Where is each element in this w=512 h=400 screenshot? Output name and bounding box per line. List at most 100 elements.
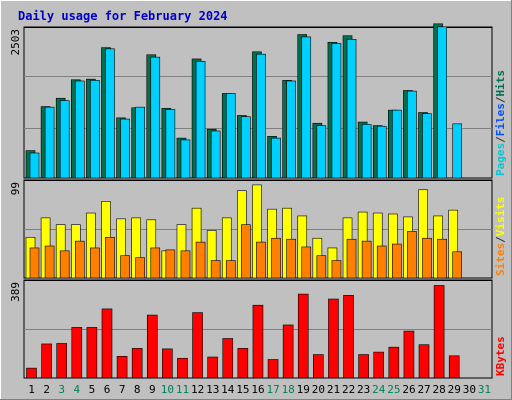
bar-kbytes-day-28 bbox=[433, 285, 445, 379]
bar-kbytes-day-29 bbox=[448, 355, 460, 379]
legend-entry: / bbox=[494, 236, 507, 243]
y-max-label: 99 bbox=[9, 182, 22, 195]
bar-files-day-9 bbox=[150, 56, 161, 179]
x-tick-label: 16 bbox=[251, 383, 264, 396]
bar-files-day-12 bbox=[195, 61, 206, 179]
x-tick-label: 27 bbox=[417, 383, 430, 396]
bar-files-day-20 bbox=[316, 125, 327, 179]
x-tick-label: 24 bbox=[372, 383, 386, 396]
x-tick-label: 7 bbox=[119, 383, 126, 396]
bar-files-day-8 bbox=[135, 106, 145, 179]
bar-kbytes-day-13 bbox=[207, 356, 218, 379]
bar-sites-day-9 bbox=[150, 247, 161, 279]
bar-files-day-3 bbox=[59, 100, 70, 179]
legend-entry: Visits bbox=[494, 197, 507, 237]
x-tick-label: 30 bbox=[463, 383, 476, 396]
x-axis-labels: 1 2 3 4 5 6 7 8 9 10 11 12 13 14 15 16 17 18 19 20 21 22 23 24 2… bbox=[28, 383, 491, 396]
bar-kbytes-day-1 bbox=[26, 367, 37, 379]
x-tick-label: 10 bbox=[161, 383, 174, 396]
bar-sites-day-29 bbox=[452, 251, 463, 279]
x-tick-label: 9 bbox=[149, 383, 156, 396]
bar-files-day-29 bbox=[452, 123, 463, 179]
x-tick-label: 18 bbox=[282, 383, 295, 396]
bar-kbytes-day-25 bbox=[388, 346, 400, 379]
bar-files-day-6 bbox=[105, 48, 115, 179]
x-tick-label: 23 bbox=[357, 383, 370, 396]
x-tick-label: 13 bbox=[206, 383, 219, 396]
x-tick-label: 20 bbox=[312, 383, 325, 396]
bar-files-day-18 bbox=[286, 80, 296, 179]
bar-files-day-26 bbox=[407, 90, 417, 179]
legend-entry: Pages bbox=[494, 143, 507, 176]
bar-sites-day-12 bbox=[195, 241, 206, 279]
chart-title: Daily usage for February 2024 bbox=[18, 9, 228, 23]
bar-kbytes-day-26 bbox=[403, 330, 415, 379]
bar-sites-day-11 bbox=[180, 250, 191, 279]
x-tick-label: 31 bbox=[478, 383, 491, 396]
x-tick-label: 4 bbox=[74, 383, 81, 396]
panel-kbytes: 389 KBytes bbox=[9, 279, 507, 379]
chart-panels: 2503Pages/Files/Hits99Sites/Visits389KBy… bbox=[9, 23, 507, 379]
bar-sites-day-21 bbox=[331, 260, 342, 279]
bar-kbytes-day-16 bbox=[252, 304, 264, 379]
legend: Pages/Files/Hits bbox=[494, 70, 507, 176]
bar-sites-day-7 bbox=[120, 255, 130, 279]
bar-sites-day-24 bbox=[376, 245, 387, 279]
x-tick-label: 6 bbox=[104, 383, 111, 396]
bar-kbytes-day-27 bbox=[418, 344, 430, 379]
bar-sites-day-23 bbox=[361, 240, 372, 279]
x-tick-label: 3 bbox=[58, 383, 65, 396]
bar-sites-day-22 bbox=[346, 238, 357, 279]
bar-kbytes-day-15 bbox=[237, 348, 249, 379]
bar-sites-day-5 bbox=[90, 247, 100, 279]
bar-sites-day-15 bbox=[241, 224, 251, 279]
bar-sites-day-19 bbox=[301, 246, 312, 279]
bar-files-day-7 bbox=[120, 118, 130, 179]
bar-sites-day-27 bbox=[422, 237, 432, 279]
bar-files-day-2 bbox=[44, 106, 55, 179]
legend: Sites/Visits bbox=[494, 197, 507, 277]
x-tick-label: 2 bbox=[43, 383, 50, 396]
x-tick-label: 14 bbox=[221, 383, 235, 396]
y-max-label: 389 bbox=[9, 282, 22, 302]
bar-sites-day-1 bbox=[29, 247, 40, 279]
bar-sites-day-4 bbox=[74, 240, 85, 279]
bar-sites-day-17 bbox=[271, 237, 281, 279]
bar-files-day-17 bbox=[271, 137, 281, 179]
bar-kbytes-day-6 bbox=[101, 308, 113, 379]
legend-entry: KBytes bbox=[494, 336, 507, 376]
x-tick-label: 1 bbox=[28, 383, 35, 396]
bar-kbytes-day-19 bbox=[297, 293, 309, 379]
bar-kbytes-day-10 bbox=[162, 348, 173, 379]
bar-sites-day-26 bbox=[407, 231, 417, 279]
bar-kbytes-day-18 bbox=[282, 324, 294, 379]
bar-files-day-10 bbox=[165, 109, 176, 179]
x-tick-label: 8 bbox=[134, 383, 141, 396]
legend-entry: / bbox=[494, 96, 507, 103]
bar-kbytes-day-8 bbox=[131, 348, 143, 379]
bar-kbytes-day-17 bbox=[267, 359, 279, 379]
bar-files-day-27 bbox=[422, 113, 432, 179]
x-tick-label: 19 bbox=[297, 383, 310, 396]
bar-kbytes-day-14 bbox=[222, 338, 234, 379]
bar-kbytes-day-20 bbox=[313, 354, 324, 379]
x-tick-label: 25 bbox=[387, 383, 400, 396]
x-tick-label: 12 bbox=[191, 383, 204, 396]
bar-kbytes-day-5 bbox=[86, 327, 98, 379]
x-tick-label: 26 bbox=[402, 383, 415, 396]
bar-kbytes-day-11 bbox=[177, 357, 188, 379]
bar-files-day-15 bbox=[241, 116, 251, 179]
bar-files-day-21 bbox=[331, 43, 342, 179]
x-tick-label: 29 bbox=[448, 383, 461, 396]
bar-files-day-14 bbox=[225, 93, 236, 179]
bar-files-day-22 bbox=[346, 38, 357, 179]
bar-kbytes-day-24 bbox=[373, 351, 385, 379]
bar-files-day-5 bbox=[90, 80, 100, 179]
bar-files-day-25 bbox=[392, 109, 402, 179]
bar-files-day-16 bbox=[256, 53, 266, 179]
bar-files-day-11 bbox=[180, 139, 191, 179]
bar-sites-day-28 bbox=[437, 238, 447, 279]
bar-sites-day-20 bbox=[316, 255, 327, 279]
